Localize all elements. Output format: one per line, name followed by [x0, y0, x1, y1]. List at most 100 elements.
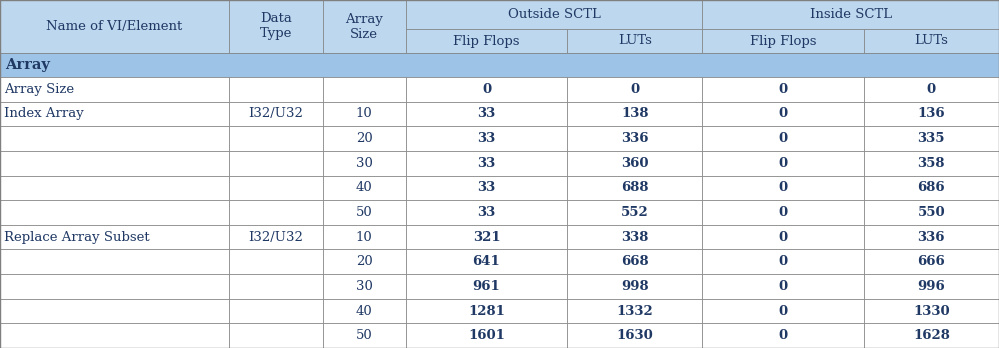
- Bar: [567, 175, 702, 200]
- Text: 20: 20: [356, 255, 373, 268]
- Text: 335: 335: [918, 132, 945, 145]
- Bar: [702, 175, 864, 200]
- Text: 961: 961: [473, 280, 500, 293]
- Text: Replace Array Subset: Replace Array Subset: [4, 231, 150, 244]
- Bar: [406, 299, 567, 323]
- Bar: [864, 151, 999, 175]
- Bar: [702, 250, 864, 274]
- Text: Array Size: Array Size: [4, 83, 74, 96]
- Bar: [0, 299, 229, 323]
- Text: 641: 641: [473, 255, 500, 268]
- Text: 10: 10: [356, 231, 373, 244]
- Bar: [702, 200, 864, 225]
- Text: 0: 0: [630, 83, 639, 96]
- Bar: [0, 77, 229, 102]
- Text: Flip Flops: Flip Flops: [750, 34, 816, 47]
- Bar: [864, 175, 999, 200]
- Bar: [406, 77, 567, 102]
- Text: I32/U32: I32/U32: [249, 108, 304, 120]
- Bar: [406, 323, 567, 348]
- Text: 0: 0: [778, 304, 787, 317]
- Bar: [702, 323, 864, 348]
- Text: 1628: 1628: [913, 329, 950, 342]
- Bar: [567, 200, 702, 225]
- Text: 336: 336: [621, 132, 648, 145]
- Bar: [406, 0, 702, 29]
- Bar: [323, 102, 406, 126]
- Bar: [864, 126, 999, 151]
- Text: 550: 550: [917, 206, 945, 219]
- Bar: [702, 102, 864, 126]
- Text: 1630: 1630: [616, 329, 653, 342]
- Text: 1601: 1601: [469, 329, 504, 342]
- Bar: [567, 225, 702, 250]
- Bar: [864, 274, 999, 299]
- Bar: [702, 0, 999, 29]
- Bar: [0, 225, 229, 250]
- Bar: [0, 126, 229, 151]
- Text: 33: 33: [478, 181, 496, 195]
- Text: 20: 20: [356, 132, 373, 145]
- Text: Array: Array: [5, 58, 50, 72]
- Bar: [229, 274, 323, 299]
- Bar: [864, 77, 999, 102]
- Text: 1332: 1332: [616, 304, 653, 317]
- Bar: [864, 29, 999, 53]
- Text: LUTs: LUTs: [914, 34, 948, 47]
- Bar: [406, 225, 567, 250]
- Text: Inside SCTL: Inside SCTL: [809, 8, 892, 21]
- Bar: [864, 250, 999, 274]
- Bar: [567, 323, 702, 348]
- Text: 0: 0: [778, 280, 787, 293]
- Text: 0: 0: [778, 83, 787, 96]
- Text: 33: 33: [478, 108, 496, 120]
- Bar: [0, 200, 229, 225]
- Text: 0: 0: [482, 83, 492, 96]
- Text: 0: 0: [778, 231, 787, 244]
- Text: 33: 33: [478, 206, 496, 219]
- Bar: [323, 151, 406, 175]
- Bar: [406, 126, 567, 151]
- Text: 668: 668: [621, 255, 648, 268]
- Text: 321: 321: [473, 231, 500, 244]
- Bar: [0, 0, 229, 53]
- Bar: [0, 53, 999, 77]
- Text: 0: 0: [778, 206, 787, 219]
- Bar: [323, 0, 406, 53]
- Bar: [229, 0, 323, 53]
- Bar: [229, 102, 323, 126]
- Bar: [323, 77, 406, 102]
- Bar: [406, 250, 567, 274]
- Bar: [0, 323, 229, 348]
- Text: Array
Size: Array Size: [346, 13, 384, 40]
- Text: Index Array: Index Array: [4, 108, 84, 120]
- Bar: [229, 175, 323, 200]
- Bar: [864, 200, 999, 225]
- Bar: [702, 225, 864, 250]
- Bar: [0, 175, 229, 200]
- Bar: [229, 250, 323, 274]
- Text: 50: 50: [356, 329, 373, 342]
- Text: 358: 358: [918, 157, 945, 170]
- Text: 0: 0: [778, 108, 787, 120]
- Bar: [702, 126, 864, 151]
- Bar: [323, 274, 406, 299]
- Bar: [229, 200, 323, 225]
- Bar: [229, 151, 323, 175]
- Bar: [406, 29, 567, 53]
- Text: 0: 0: [927, 83, 936, 96]
- Bar: [323, 200, 406, 225]
- Bar: [702, 77, 864, 102]
- Bar: [229, 225, 323, 250]
- Bar: [567, 250, 702, 274]
- Text: 33: 33: [478, 132, 496, 145]
- Text: Outside SCTL: Outside SCTL: [507, 8, 600, 21]
- Bar: [702, 299, 864, 323]
- Bar: [229, 323, 323, 348]
- Text: 0: 0: [778, 157, 787, 170]
- Bar: [406, 102, 567, 126]
- Text: LUTs: LUTs: [617, 34, 651, 47]
- Bar: [567, 274, 702, 299]
- Text: 666: 666: [917, 255, 945, 268]
- Text: 40: 40: [356, 181, 373, 195]
